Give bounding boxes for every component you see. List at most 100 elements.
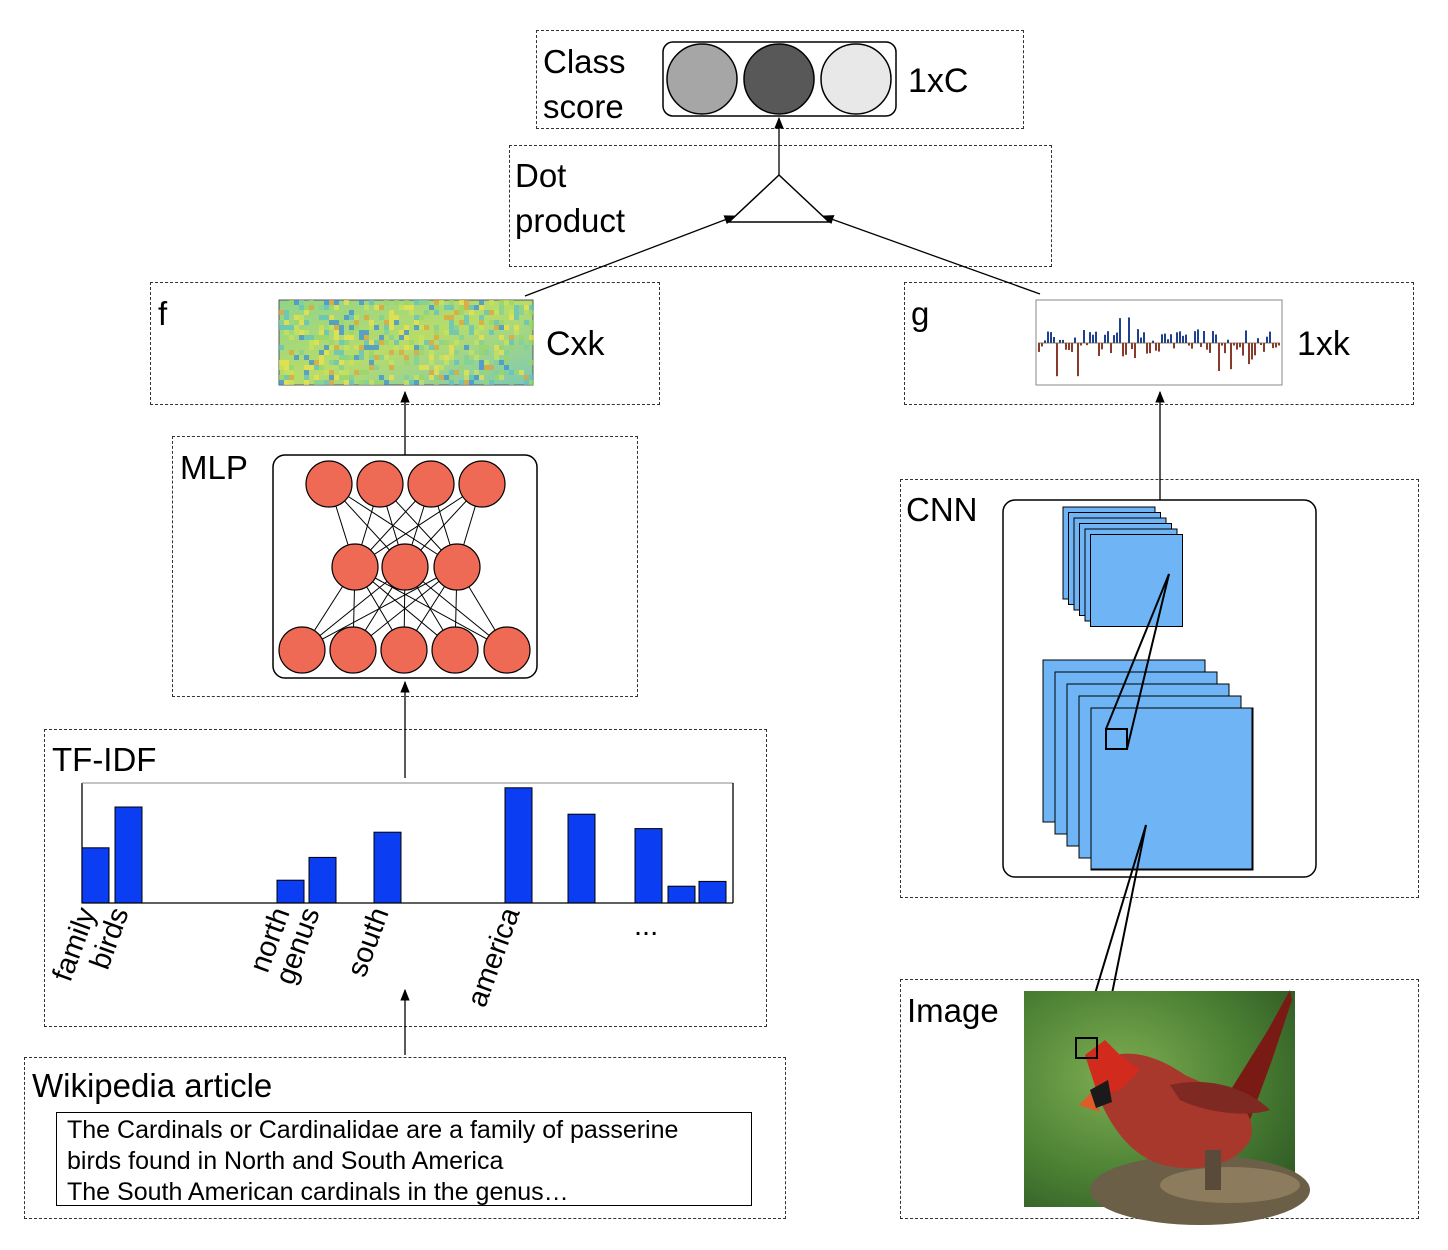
embedding-bar — [1191, 343, 1193, 349]
heatmap-cell — [314, 365, 319, 370]
heatmap-cell — [374, 345, 379, 350]
heatmap-cell — [529, 325, 534, 330]
heatmap-cell — [479, 305, 484, 310]
heatmap-cell — [324, 345, 329, 350]
heatmap-cell — [294, 320, 299, 325]
heatmap-cell — [514, 315, 519, 320]
heatmap-cell — [364, 340, 369, 345]
embedding-bar — [1257, 338, 1259, 343]
embedding-bar — [1209, 343, 1211, 353]
heatmap-cell — [309, 345, 314, 350]
heatmap-cell — [324, 300, 329, 305]
heatmap-cell — [469, 310, 474, 315]
heatmap-cell — [334, 325, 339, 330]
heatmap-cell — [299, 305, 304, 310]
heatmap-cell — [474, 330, 479, 335]
neuron — [483, 626, 531, 674]
heatmap-cell — [389, 325, 394, 330]
heatmap-cell — [509, 310, 514, 315]
heatmap-cell — [414, 350, 419, 355]
heatmap-cell — [484, 360, 489, 365]
embedding-bar — [1266, 336, 1268, 343]
heatmap-cell — [389, 320, 394, 325]
embedding-bar — [1092, 334, 1094, 343]
heatmap-cell — [464, 300, 469, 305]
heatmap-cell — [379, 380, 384, 385]
heatmap-cell — [294, 325, 299, 330]
heatmap-cell — [429, 305, 434, 310]
wikipedia-article-text: The Cardinals or Cardinalidae are a fami… — [56, 1112, 752, 1206]
bird-image — [1024, 990, 1310, 1225]
score-circle — [666, 43, 738, 115]
heatmap-cell — [404, 325, 409, 330]
heatmap-cell — [424, 340, 429, 345]
heatmap-cell — [514, 310, 519, 315]
heatmap-cell — [424, 310, 429, 315]
heatmap-cell — [329, 325, 334, 330]
heatmap-cell — [464, 375, 469, 380]
heatmap-cell — [354, 320, 359, 325]
heatmap-cell — [414, 300, 419, 305]
heatmap-cell — [374, 305, 379, 310]
heatmap-cell — [514, 305, 519, 310]
article-line: The South American cardinals in the genu… — [67, 1178, 569, 1206]
heatmap-cell — [479, 300, 484, 305]
heatmap-cell — [284, 320, 289, 325]
heatmap-cell — [404, 300, 409, 305]
heatmap-cell — [319, 380, 324, 385]
embedding-bar — [1101, 343, 1103, 350]
heatmap-cell — [514, 325, 519, 330]
heatmap-cell — [419, 335, 424, 340]
heatmap-cell — [389, 315, 394, 320]
embedding-bar — [1278, 343, 1280, 346]
heatmap-cell — [304, 380, 309, 385]
heatmap-cell — [444, 315, 449, 320]
heatmap-cell — [499, 360, 504, 365]
heatmap-cell — [449, 345, 454, 350]
heatmap-cell — [304, 335, 309, 340]
embedding-bar — [1143, 332, 1145, 343]
heatmap-cell — [449, 300, 454, 305]
heatmap-cell — [419, 345, 424, 350]
tfidf-ellipsis: ... — [634, 910, 658, 942]
neuron — [433, 543, 481, 591]
heatmap-cell — [339, 320, 344, 325]
tfidf-word-label: south — [341, 903, 395, 981]
embedding-bar — [1263, 343, 1265, 352]
heatmap-cell — [409, 340, 414, 345]
embedding-bar — [1206, 343, 1208, 350]
heatmap-cell — [369, 380, 374, 385]
heatmap-cell — [294, 355, 299, 360]
heatmap-cell — [299, 330, 304, 335]
heatmap-cell — [479, 365, 484, 370]
neuron — [329, 626, 377, 674]
heatmap-cell — [514, 330, 519, 335]
heatmap-cell — [444, 360, 449, 365]
heatmap-cell — [479, 315, 484, 320]
embedding-bar — [1272, 343, 1274, 349]
heatmap-cell — [479, 335, 484, 340]
neuron — [305, 460, 353, 508]
heatmap-cell — [454, 310, 459, 315]
heatmap-cell — [289, 350, 294, 355]
heatmap-cell — [499, 300, 504, 305]
g-embedding-plot — [1035, 299, 1283, 386]
heatmap-cell — [499, 305, 504, 310]
heatmap-cell — [349, 325, 354, 330]
embedding-bar — [1227, 339, 1229, 343]
heatmap-cell — [304, 305, 309, 310]
heatmap-cell — [299, 320, 304, 325]
heatmap-cell — [509, 315, 514, 320]
embedding-bar — [1251, 343, 1253, 360]
heatmap-cell — [459, 335, 464, 340]
heatmap-cell — [409, 380, 414, 385]
heatmap-cell — [344, 355, 349, 360]
class-score-label: Class score — [543, 43, 626, 125]
dot-product-triangle — [727, 173, 831, 223]
heatmap-cell — [464, 370, 469, 375]
heatmap-cell — [439, 375, 444, 380]
heatmap-cell — [349, 375, 354, 380]
g-label: g — [911, 295, 930, 332]
heatmap-cell — [359, 345, 364, 350]
embedding-bar — [1080, 343, 1082, 346]
